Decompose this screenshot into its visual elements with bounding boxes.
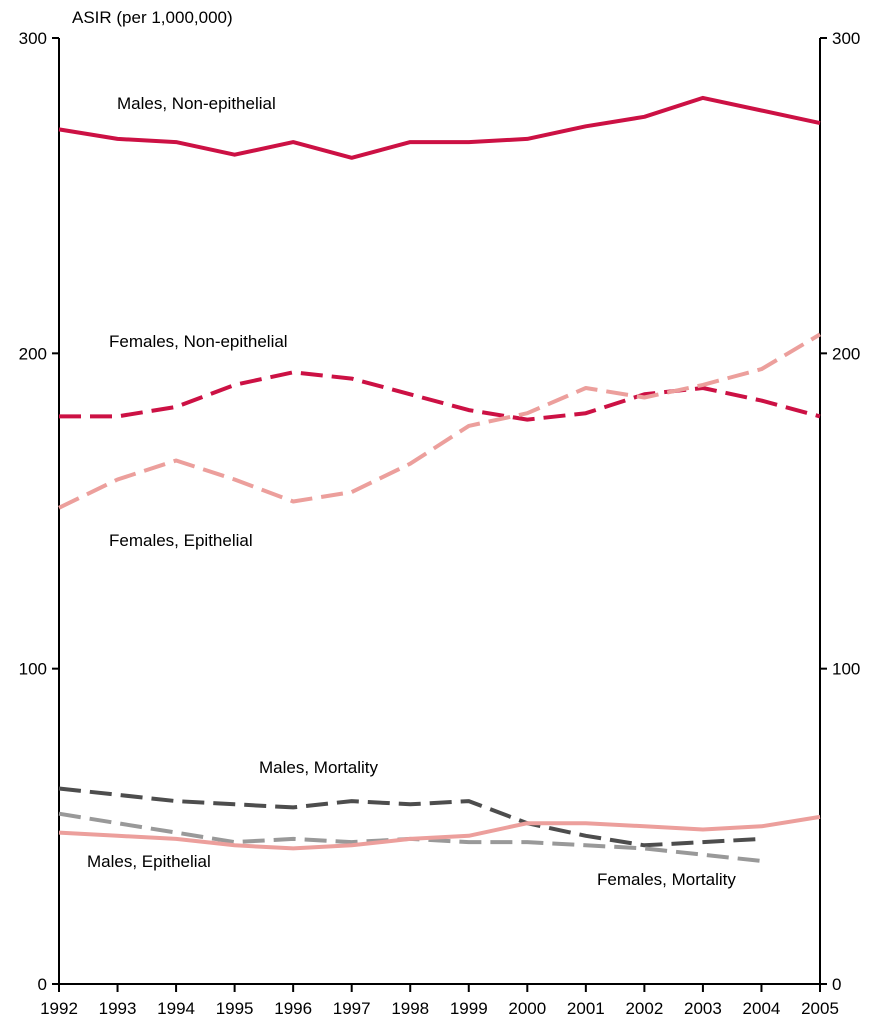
series-line-females-epithelial — [58, 332, 822, 510]
y-tick-label-left: 100 — [19, 660, 47, 679]
series-label: Males, Epithelial — [87, 852, 211, 871]
y-tick-label-left: 200 — [19, 344, 47, 363]
y-axis-title: ASIR (per 1,000,000) — [72, 8, 233, 27]
y-tick-label-right: 100 — [832, 660, 860, 679]
series-line-females-non-epithelial — [59, 370, 821, 422]
series-label: Females, Non-epithelial — [109, 332, 288, 351]
y-tick-label-right: 300 — [832, 29, 860, 48]
x-tick-label: 2000 — [508, 999, 546, 1018]
x-tick-label: 2002 — [625, 999, 663, 1018]
y-tick-label-left: 0 — [38, 975, 47, 994]
series-lines — [58, 95, 822, 863]
x-tick-label: 1999 — [450, 999, 488, 1018]
x-tick-label: 1992 — [40, 999, 78, 1018]
y-tick-label-right: 200 — [832, 344, 860, 363]
x-tick-label: 2004 — [743, 999, 781, 1018]
x-tick-label: 1995 — [216, 999, 254, 1018]
series-line-males-epithelial — [58, 814, 821, 851]
axes: 0 0 100 100 200 200 300 300 1992 1993 1994 1995 1996… — [19, 29, 861, 1018]
x-tick-label: 2005 — [801, 999, 839, 1018]
series-label: Females, Epithelial — [109, 531, 253, 550]
series-label: Males, Non-epithelial — [117, 94, 276, 113]
y-tick-label-right: 0 — [832, 975, 841, 994]
series-line-males-non-epithelial — [58, 95, 821, 160]
x-tick-label: 1997 — [333, 999, 371, 1018]
x-tick-label: 1994 — [157, 999, 195, 1018]
x-tick-label: 2003 — [684, 999, 722, 1018]
x-tick-label: 1996 — [274, 999, 312, 1018]
x-tick-label: 1998 — [391, 999, 429, 1018]
x-tick-label: 1993 — [99, 999, 137, 1018]
y-tick-label-left: 300 — [19, 29, 47, 48]
series-labels: Males, Non-epithelial Females, Non-epithe… — [87, 94, 736, 889]
series-label: Females, Mortality — [597, 870, 736, 889]
x-tick-label: 2001 — [567, 999, 605, 1018]
series-label: Males, Mortality — [259, 758, 379, 777]
series-line-males-mortality — [58, 786, 762, 848]
